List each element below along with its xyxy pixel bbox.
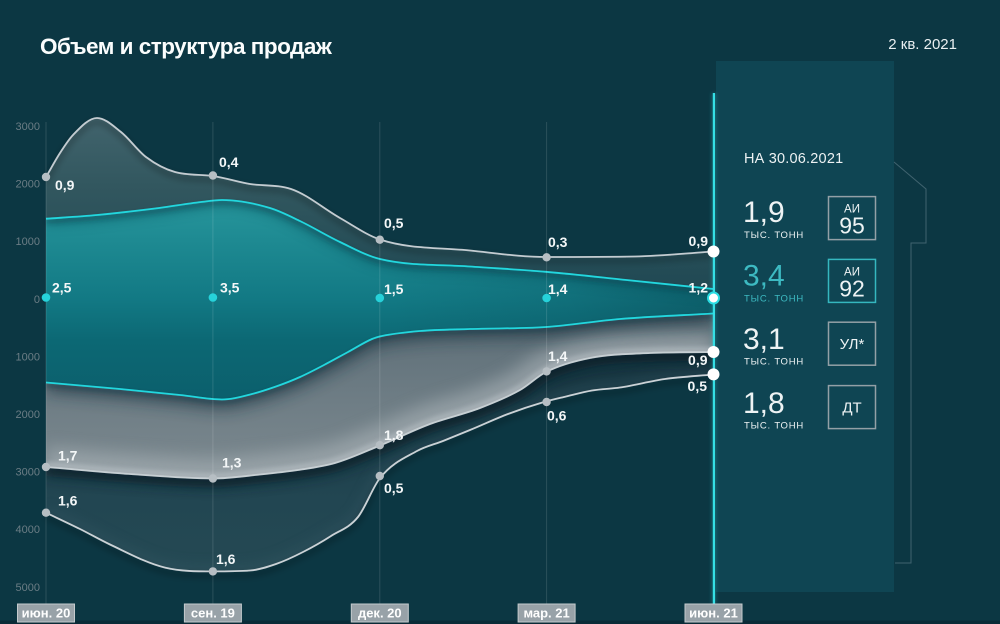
svg-text:3,5: 3,5 xyxy=(220,280,240,296)
svg-text:0,5: 0,5 xyxy=(384,480,404,496)
svg-text:5000: 5000 xyxy=(16,582,40,594)
svg-text:ТЫС. ТОНН: ТЫС. ТОНН xyxy=(744,421,804,432)
svg-text:1,5: 1,5 xyxy=(384,281,404,297)
svg-text:1000: 1000 xyxy=(16,236,40,248)
svg-text:0,6: 0,6 xyxy=(547,408,567,424)
svg-text:ТЫС. ТОНН: ТЫС. ТОНН xyxy=(744,230,804,241)
svg-text:ТЫС. ТОНН: ТЫС. ТОНН xyxy=(744,294,804,305)
svg-text:1,9: 1,9 xyxy=(743,196,785,229)
svg-text:0,9: 0,9 xyxy=(689,233,709,249)
svg-text:3000: 3000 xyxy=(16,467,40,479)
svg-text:0,9: 0,9 xyxy=(688,352,708,368)
svg-text:1,3: 1,3 xyxy=(222,455,242,471)
svg-text:2,5: 2,5 xyxy=(52,280,72,296)
svg-text:дек. 20: дек. 20 xyxy=(358,606,402,621)
svg-text:АИ: АИ xyxy=(844,204,860,216)
svg-text:1,4: 1,4 xyxy=(548,348,568,364)
svg-text:1,8: 1,8 xyxy=(384,427,404,443)
svg-text:4000: 4000 xyxy=(16,524,40,536)
svg-text:1,7: 1,7 xyxy=(58,448,78,464)
svg-text:1,8: 1,8 xyxy=(743,387,785,420)
svg-text:3,4: 3,4 xyxy=(743,260,785,293)
svg-text:3000: 3000 xyxy=(16,121,40,133)
svg-text:НА 30.06.2021: НА 30.06.2021 xyxy=(744,151,843,167)
svg-text:июн. 21: июн. 21 xyxy=(689,606,738,621)
svg-text:сен. 19: сен. 19 xyxy=(191,606,235,621)
svg-text:ТЫС. ТОНН: ТЫС. ТОНН xyxy=(744,357,804,368)
svg-text:2000: 2000 xyxy=(16,409,40,421)
svg-text:1,2: 1,2 xyxy=(689,280,709,296)
svg-text:2000: 2000 xyxy=(16,179,40,191)
svg-text:0,9: 0,9 xyxy=(55,177,75,193)
svg-text:ДТ: ДТ xyxy=(842,400,861,417)
svg-text:0,5: 0,5 xyxy=(688,378,708,394)
svg-text:0,3: 0,3 xyxy=(548,234,568,250)
svg-text:мар. 21: мар. 21 xyxy=(523,606,569,621)
svg-text:95: 95 xyxy=(839,213,865,239)
svg-text:июн. 20: июн. 20 xyxy=(22,606,71,621)
svg-text:0,4: 0,4 xyxy=(219,154,239,170)
svg-text:УЛ*: УЛ* xyxy=(840,336,865,353)
svg-text:3,1: 3,1 xyxy=(743,323,785,356)
svg-text:1,4: 1,4 xyxy=(548,281,568,297)
svg-text:92: 92 xyxy=(839,275,865,301)
svg-text:1,6: 1,6 xyxy=(216,551,236,567)
svg-text:0,5: 0,5 xyxy=(384,215,404,231)
svg-text:1000: 1000 xyxy=(16,352,40,364)
svg-text:0: 0 xyxy=(34,294,40,306)
svg-text:АИ: АИ xyxy=(844,266,860,278)
svg-text:1,6: 1,6 xyxy=(58,493,78,509)
